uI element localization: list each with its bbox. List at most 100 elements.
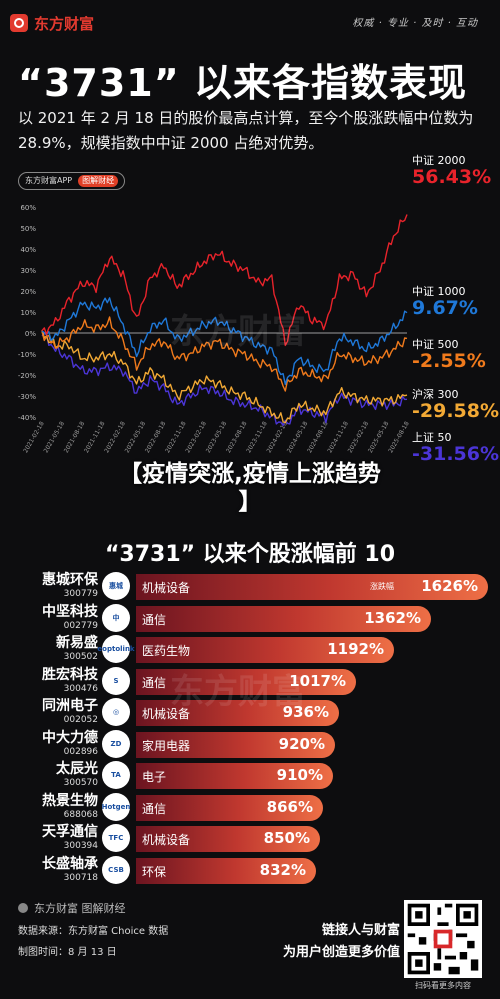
x-tick-label: 2022-05-18 <box>124 420 148 454</box>
company-logo-icon: 惠城 <box>102 572 130 600</box>
gain-value: 1362% <box>364 608 421 627</box>
stock-name-cell: 惠城环保 300779 <box>18 572 98 600</box>
stock-name: 同洲电子 <box>42 698 98 714</box>
qr-code[interactable] <box>404 900 482 978</box>
stock-code: 300779 <box>63 589 98 599</box>
legend-value-csi2000: 56.43% <box>412 166 492 188</box>
y-tick-label: -10% <box>18 351 36 359</box>
y-tick-label: -40% <box>18 414 36 422</box>
footer-slogan: 链接人与财富 为用户创造更多价值 <box>283 920 400 964</box>
legend-label-hs300: 沪深 300 <box>412 388 459 401</box>
stock-code: 002052 <box>63 715 98 725</box>
stock-name: 中大力德 <box>42 729 98 746</box>
y-tick-label: 60% <box>20 204 36 212</box>
y-tick-label: 50% <box>20 225 36 233</box>
bar-note: 涨跌幅 <box>370 582 394 591</box>
x-tick-label: 2023-08-18 <box>225 420 249 454</box>
company-logo-icon: CSB <box>102 855 130 884</box>
gain-bar <box>136 574 488 600</box>
stock-code: 688068 <box>63 809 98 820</box>
legend-label-sse50: 上证 50 <box>412 431 452 444</box>
stock-code: 002896 <box>63 746 98 757</box>
gain-value: 866% <box>266 797 313 816</box>
industry-label: 通信 <box>142 801 167 816</box>
gain-bar <box>136 857 316 884</box>
stock-name: 新易盛 <box>56 635 98 651</box>
y-tick-label: 40% <box>20 246 36 254</box>
gain-bar <box>136 731 335 758</box>
footer-brand-icon <box>18 903 28 913</box>
stock-name: 长盛轴承 <box>42 855 98 872</box>
x-tick-label: 2024-05-18 <box>286 420 310 454</box>
industry-label: 家用电器 <box>142 738 191 753</box>
table-row: 中大力德 002896 ZD 家用电器 920% <box>18 729 488 760</box>
gain-value: 1192% <box>327 640 384 658</box>
x-tick-label: 2023-11-18 <box>245 420 269 454</box>
top-bar: 东方财富 权威 · 专业 · 及时 · 互动 <box>0 0 500 44</box>
footer-date: 制图时间：8 月 13 日 <box>18 947 117 958</box>
stock-name: 胜宏科技 <box>42 666 98 683</box>
y-tick-label: 10% <box>20 309 36 317</box>
gain-bar <box>136 605 431 632</box>
y-tick-label: 30% <box>20 267 36 275</box>
company-logo-icon: eoptolink <box>97 635 135 663</box>
x-tick-label: 2025-05-18 <box>367 420 391 454</box>
stock-name: 热景生物 <box>42 792 98 809</box>
legend-value-csi500: -2.55% <box>412 350 486 372</box>
legend-label-csi1000: 中证 1000 <box>412 285 466 298</box>
table-row: 胜宏科技 300476 S 通信 1017% <box>18 666 488 697</box>
stock-name-cell: 同洲电子 002052 <box>18 698 98 726</box>
series-line-csi1000 <box>41 297 408 385</box>
table-row: 惠城环保 300779 惠城 机械设备 1626% 涨跌幅 <box>18 572 488 602</box>
stock-code: 002779 <box>63 620 98 631</box>
stock-name-cell: 新易盛 300502 <box>18 635 98 663</box>
stock-name: 中坚科技 <box>42 603 98 620</box>
x-tick-label: 2022-02-18 <box>103 420 127 454</box>
banner-title: 【疫情突涨,疫情上涨趋势 】 <box>0 460 500 516</box>
table-row: 长盛轴承 300718 CSB 环保 832% <box>18 855 488 886</box>
gain-value: 832% <box>259 860 306 879</box>
x-tick-label: 2021-11-18 <box>83 420 107 454</box>
banner-line-2: 】 <box>238 489 262 515</box>
index-line-chart: 60%50%40%30%20%10%0%-10%-20%-30%-40%2021… <box>18 204 411 454</box>
company-logo-icon: TFC <box>102 824 130 852</box>
series-line-csi2000 <box>41 214 408 347</box>
gain-value: 1017% <box>289 671 346 690</box>
footer-brand: 东方财富 图解财经 <box>18 900 126 916</box>
gain-value: 936% <box>282 703 329 721</box>
company-logo-icon: ZD <box>102 729 130 758</box>
x-tick-label: 2021-02-18 <box>22 420 46 454</box>
footer-source: 数据来源：东方财富 Choice 数据 <box>18 926 169 937</box>
gain-value: 1626% <box>421 577 478 595</box>
y-tick-label: -30% <box>18 393 36 401</box>
x-tick-label: 2024-02-18 <box>266 420 290 454</box>
industry-label: 机械设备 <box>142 707 191 721</box>
legend-value-csi1000: 9.67% <box>412 297 478 319</box>
legend-value-hs300: -29.58% <box>412 400 500 422</box>
gain-bar <box>136 794 323 821</box>
stock-name-cell: 中大力德 002896 <box>18 730 98 758</box>
industry-label: 机械设备 <box>142 581 191 595</box>
footer-slogan-line2: 为用户创造更多价值 <box>282 945 400 960</box>
industry-label: 环保 <box>142 864 167 879</box>
company-logo-icon: TA <box>102 761 130 789</box>
x-tick-label: 2023-02-18 <box>184 420 208 454</box>
stock-code: 300718 <box>63 872 98 883</box>
footer-brand-text: 东方财富 图解财经 <box>34 902 126 915</box>
gain-bar <box>136 826 320 852</box>
company-logo-icon: 中 <box>102 603 130 632</box>
stock-name-cell: 热景生物 688068 <box>18 793 98 821</box>
gain-value: 920% <box>278 734 325 753</box>
series-line-sse50 <box>41 333 408 427</box>
stock-name-cell: 胜宏科技 300476 <box>18 667 98 695</box>
series-line-hs300 <box>41 330 408 424</box>
gain-bar <box>136 700 339 726</box>
x-tick-label: 2023-05-18 <box>205 420 229 454</box>
qr-caption: 扫码看更多内容 <box>415 981 471 990</box>
y-tick-label: -20% <box>18 372 36 380</box>
company-logo-icon: S <box>102 666 130 695</box>
gain-value: 850% <box>263 829 310 847</box>
header-slogan: 权威 · 专业 · 及时 · 互动 <box>352 18 478 29</box>
table-row: 太辰光 300570 TA 电子 910% <box>18 761 488 791</box>
legend-label-csi500: 中证 500 <box>412 338 459 351</box>
